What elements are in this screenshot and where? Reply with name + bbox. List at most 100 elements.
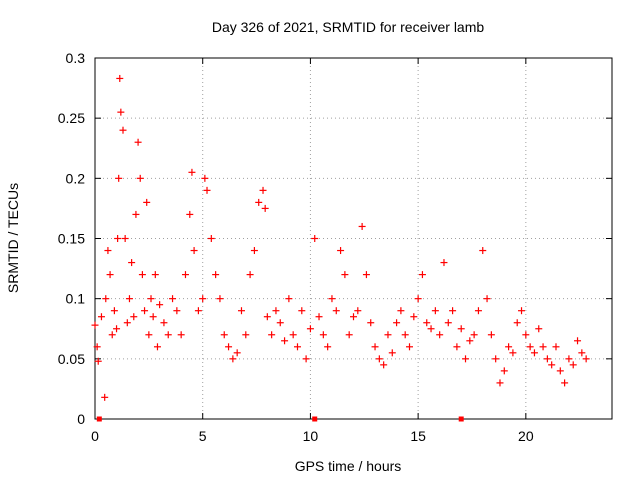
data-point: [151, 271, 159, 279]
data-point: [350, 313, 357, 321]
data-point: [125, 295, 133, 303]
data-point: [431, 307, 439, 315]
data-point: [94, 357, 102, 365]
data-point: [492, 355, 500, 363]
data-point: [561, 379, 569, 387]
data-point: [418, 271, 426, 279]
data-point: [117, 108, 125, 116]
data-point: [427, 325, 435, 333]
data-point: [543, 355, 551, 363]
data-point: [539, 343, 547, 351]
data-point: [91, 321, 99, 329]
data-point: [522, 331, 530, 339]
data-point: [190, 247, 198, 255]
data-point: [272, 307, 280, 315]
data-points: [91, 74, 590, 401]
axis-marks: [96, 416, 464, 422]
data-point: [466, 337, 474, 345]
data-point: [496, 379, 504, 387]
data-point: [535, 325, 543, 333]
y-tick-label: 0.2: [66, 170, 86, 186]
data-point: [530, 349, 538, 357]
x-axis-title: GPS time / hours: [295, 458, 402, 474]
data-point: [102, 295, 110, 303]
data-point: [143, 198, 151, 206]
data-point: [121, 235, 129, 242]
data-point: [116, 74, 124, 82]
data-point: [406, 343, 414, 351]
data-point: [375, 355, 383, 363]
y-tick-label: 0.1: [66, 291, 86, 307]
data-point: [225, 343, 233, 351]
y-axis-title: SRMTID / TECUs: [5, 183, 21, 293]
data-point: [156, 301, 164, 309]
data-point: [119, 126, 127, 134]
data-point: [188, 168, 196, 176]
data-point: [397, 307, 405, 315]
data-point: [453, 343, 461, 351]
data-point: [518, 307, 526, 315]
y-tick-label: 0: [77, 411, 85, 427]
data-point: [123, 319, 131, 327]
data-point: [479, 247, 487, 255]
data-point: [194, 307, 202, 315]
data-point: [134, 138, 142, 146]
data-point: [393, 319, 401, 327]
data-point: [203, 186, 211, 194]
data-point: [276, 319, 284, 327]
data-point: [101, 393, 109, 401]
data-point: [324, 343, 332, 351]
data-point: [207, 235, 215, 242]
data-point: [181, 271, 189, 279]
data-point: [289, 331, 297, 339]
data-point: [462, 355, 470, 363]
data-point: [358, 222, 366, 230]
data-point: [153, 343, 161, 351]
data-point: [104, 247, 112, 255]
data-point: [128, 259, 136, 267]
data-point: [177, 331, 185, 339]
data-point: [281, 337, 289, 345]
data-point: [552, 343, 560, 351]
data-point: [113, 325, 121, 333]
data-point: [136, 174, 144, 182]
data-point: [470, 331, 478, 339]
data-point: [367, 319, 375, 327]
data-point: [582, 355, 590, 363]
data-point: [337, 247, 345, 255]
y-tick-label: 0.05: [58, 351, 85, 367]
data-point: [311, 235, 319, 242]
data-point: [169, 295, 177, 303]
data-point: [106, 271, 114, 279]
x-tick-label: 15: [410, 428, 426, 444]
data-point: [201, 174, 209, 182]
data-point: [216, 295, 224, 303]
data-point: [345, 331, 353, 339]
data-point: [315, 313, 323, 321]
data-point: [414, 295, 422, 303]
data-point: [410, 313, 418, 321]
x-tick-label: 10: [303, 428, 319, 444]
data-point: [263, 313, 271, 321]
data-point: [380, 361, 388, 369]
y-tick-label: 0.25: [58, 110, 85, 126]
data-point: [457, 325, 465, 333]
data-point: [332, 307, 340, 315]
data-point: [556, 367, 564, 375]
data-point: [574, 337, 582, 345]
data-point: [384, 331, 392, 339]
data-point: [401, 331, 409, 339]
data-point: [487, 331, 495, 339]
data-point: [255, 198, 263, 206]
data-point: [423, 319, 431, 327]
data-point: [199, 295, 207, 303]
data-point: [186, 210, 194, 218]
data-point: [147, 295, 155, 303]
data-point: [229, 355, 237, 363]
ticks: 0 0.05 0.1 0.15 0.2 0.25 0.3 0 5 10 15 20: [58, 50, 612, 444]
data-point: [371, 343, 379, 351]
y-tick-label: 0.15: [58, 231, 85, 247]
data-point: [212, 271, 220, 279]
